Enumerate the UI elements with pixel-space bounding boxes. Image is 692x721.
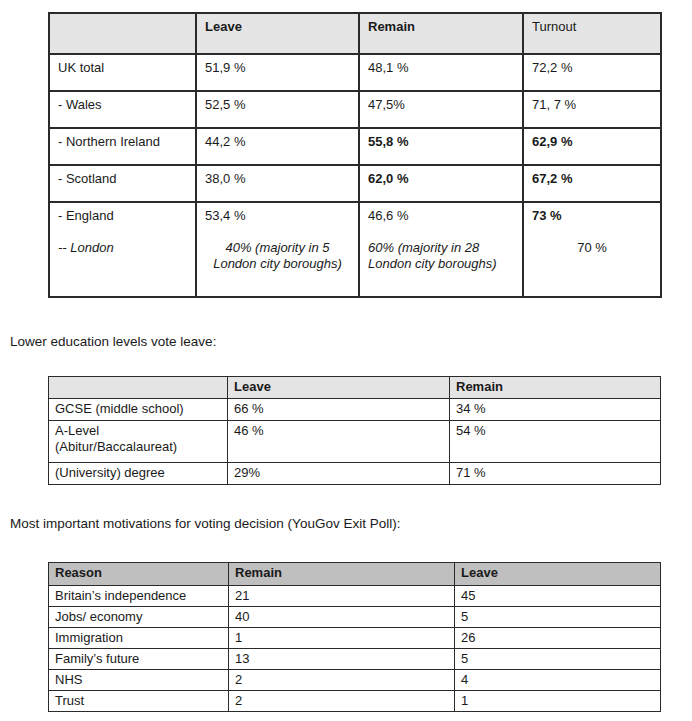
motivations-row-jobs-economy: Jobs/ economy 40 5 (49, 607, 661, 628)
motivations-section-heading: Most important motivations for voting de… (10, 516, 400, 531)
motivations-row-nhs: NHS 2 4 (49, 670, 661, 691)
reason-label: Britain’s independence (49, 586, 229, 607)
region-label: - Wales (49, 91, 196, 128)
leave-value: 46 % (228, 421, 450, 463)
turnout-value: 71, 7 % (523, 91, 661, 128)
motivations-header-row: Reason Remain Leave (49, 563, 661, 586)
motivations-header-reason: Reason (49, 563, 229, 586)
region-label: UK total (49, 54, 196, 91)
motivations-row-immigration: Immigration 1 26 (49, 628, 661, 649)
remain-value: 1 (229, 628, 455, 649)
leave-value: 45 (455, 586, 661, 607)
region-label: - England (49, 202, 196, 240)
education-level-label: GCSE (middle school) (49, 399, 228, 421)
remain-value: 21 (229, 586, 455, 607)
referendum-results-table: Leave Remain Turnout UK total 51,9 % 48,… (48, 12, 662, 298)
remain-value: 47,5% (359, 91, 523, 128)
reason-label: Immigration (49, 628, 229, 649)
leave-value: 26 (455, 628, 661, 649)
remain-value: 34 % (450, 399, 661, 421)
turnout-value: 62,9 % (523, 128, 661, 165)
motivations-row-familys-future: Family’s future 13 5 (49, 649, 661, 670)
remain-value: 48,1 % (359, 54, 523, 91)
results-row-england: - England 53,4 % 46,6 % 73 % (49, 202, 661, 240)
education-header-leave: Leave (228, 377, 450, 399)
reason-label: NHS (49, 670, 229, 691)
results-row-london: -- London 40% (majority in 5 London city… (49, 240, 661, 297)
results-row-northern-ireland: - Northern Ireland 44,2 % 55,8 % 62,9 % (49, 128, 661, 165)
education-header-level (49, 377, 228, 399)
leave-value: 38,0 % (196, 165, 359, 202)
turnout-value: 73 % (523, 202, 661, 240)
reason-label: Trust (49, 691, 229, 712)
region-label: -- London (49, 240, 196, 297)
leave-value: 44,2 % (196, 128, 359, 165)
remain-value: 46,6 % (359, 202, 523, 240)
turnout-value: 70 % (523, 240, 661, 297)
education-table: Leave Remain GCSE (middle school) 66 % 3… (48, 376, 661, 485)
leave-value: 53,4 % (196, 202, 359, 240)
turnout-value: 72,2 % (523, 54, 661, 91)
region-label: - Scotland (49, 165, 196, 202)
results-row-scotland: - Scotland 38,0 % 62,0 % 67,2 % (49, 165, 661, 202)
leave-value: 1 (455, 691, 661, 712)
results-header-region (49, 13, 196, 54)
results-header-row: Leave Remain Turnout (49, 13, 661, 54)
remain-value: 55,8 % (359, 128, 523, 165)
results-header-remain: Remain (359, 13, 523, 54)
leave-value: 51,9 % (196, 54, 359, 91)
education-row-alevel: A-Level (Abitur/Baccalaureat) 46 % 54 % (49, 421, 661, 463)
motivations-table: Reason Remain Leave Britain’s independen… (48, 562, 661, 712)
results-row-uk-total: UK total 51,9 % 48,1 % 72,2 % (49, 54, 661, 91)
results-header-turnout: Turnout (523, 13, 661, 54)
education-section-heading: Lower education levels vote leave: (10, 334, 216, 349)
remain-value: 2 (229, 691, 455, 712)
leave-value: 5 (455, 607, 661, 628)
reason-label: Family’s future (49, 649, 229, 670)
remain-value: 2 (229, 670, 455, 691)
leave-value: 29% (228, 463, 450, 485)
results-header-leave: Leave (196, 13, 359, 54)
education-row-gcse: GCSE (middle school) 66 % 34 % (49, 399, 661, 421)
remain-value: 62,0 % (359, 165, 523, 202)
leave-value: 52,5 % (196, 91, 359, 128)
remain-value: 60% (majority in 28 London city boroughs… (359, 240, 523, 297)
education-header-remain: Remain (450, 377, 661, 399)
remain-value: 54 % (450, 421, 661, 463)
motivations-header-leave: Leave (455, 563, 661, 586)
leave-value: 5 (455, 649, 661, 670)
leave-value: 40% (majority in 5 London city boroughs) (196, 240, 359, 297)
turnout-value: 67,2 % (523, 165, 661, 202)
education-level-label: (University) degree (49, 463, 228, 485)
remain-value: 13 (229, 649, 455, 670)
remain-value: 71 % (450, 463, 661, 485)
leave-value: 4 (455, 670, 661, 691)
education-header-row: Leave Remain (49, 377, 661, 399)
motivations-row-independence: Britain’s independence 21 45 (49, 586, 661, 607)
education-row-degree: (University) degree 29% 71 % (49, 463, 661, 485)
document-page: Leave Remain Turnout UK total 51,9 % 48,… (0, 0, 692, 721)
motivations-header-remain: Remain (229, 563, 455, 586)
education-level-label: A-Level (Abitur/Baccalaureat) (49, 421, 228, 463)
remain-value: 40 (229, 607, 455, 628)
motivations-row-trust: Trust 2 1 (49, 691, 661, 712)
results-row-wales: - Wales 52,5 % 47,5% 71, 7 % (49, 91, 661, 128)
region-label: - Northern Ireland (49, 128, 196, 165)
leave-value: 66 % (228, 399, 450, 421)
reason-label: Jobs/ economy (49, 607, 229, 628)
